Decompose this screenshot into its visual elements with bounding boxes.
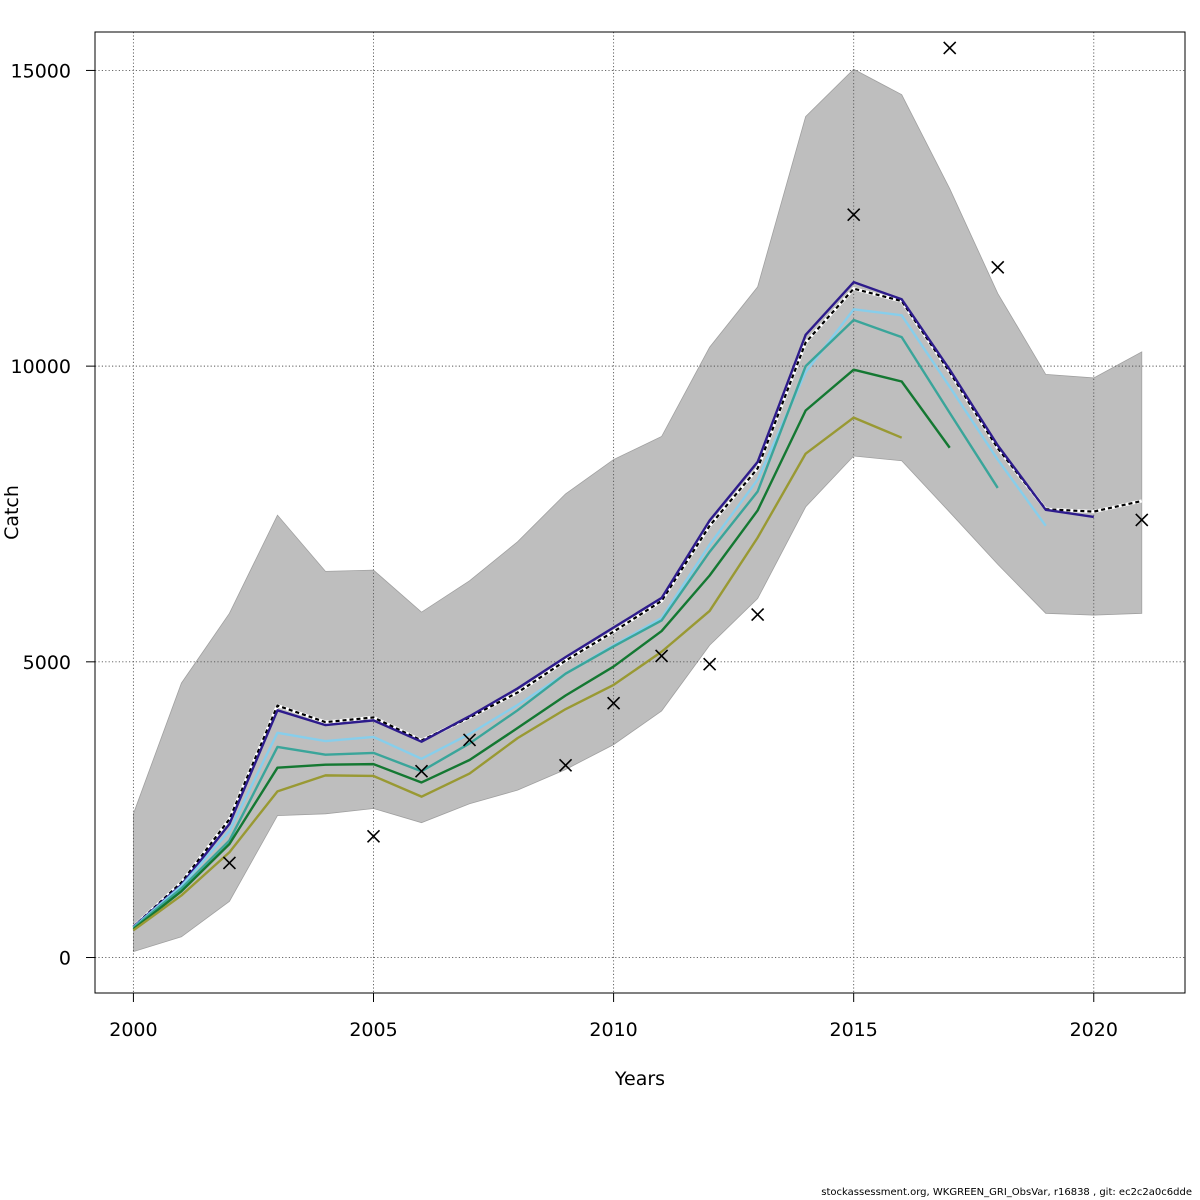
observation-point	[559, 758, 573, 772]
observation-point	[991, 260, 1005, 274]
observation-point	[1135, 513, 1149, 527]
observation-point	[607, 696, 621, 710]
observation-point	[462, 733, 477, 747]
plot-frame	[94, 31, 1186, 994]
observation-point	[703, 657, 717, 671]
observation-point	[751, 607, 765, 622]
x-tick-label: 2000	[109, 1019, 157, 1041]
series-line-3	[132, 318, 999, 929]
axis-layer: 2000 2005 2010 2015 2020 0 5000 10000 15000	[11, 60, 1118, 1041]
observation-point	[366, 829, 381, 843]
observation-point	[943, 41, 957, 55]
series-line-1	[132, 280, 1094, 928]
x-tick-label: 2020	[1070, 1019, 1118, 1041]
observation-point	[655, 649, 669, 663]
confidence-band	[133, 68, 1143, 953]
observation-point	[222, 856, 237, 870]
series-layer	[132, 280, 1143, 932]
x-tick-label: 2005	[349, 1019, 397, 1041]
x-tick-label: 2010	[589, 1019, 637, 1041]
y-tick-label: 10000	[11, 356, 71, 378]
y-tick-label: 5000	[23, 652, 71, 674]
observations-layer	[222, 41, 1149, 870]
x-tick-label: 2015	[829, 1019, 877, 1041]
y-tick-label: 0	[59, 948, 71, 970]
footer-source-text: stockassessment.org, WKGREEN_GRI_ObsVar,…	[821, 1187, 1192, 1198]
x-axis-title: Years	[614, 1068, 665, 1090]
series-line-0	[132, 287, 1143, 928]
y-tick-label: 15000	[11, 60, 71, 82]
observation-point	[847, 208, 861, 222]
confidence-band-layer	[133, 68, 1143, 953]
series-line-4	[132, 368, 951, 931]
y-axis-title: Catch	[1, 485, 23, 540]
series-line-5	[132, 416, 903, 932]
observation-point	[414, 764, 429, 778]
